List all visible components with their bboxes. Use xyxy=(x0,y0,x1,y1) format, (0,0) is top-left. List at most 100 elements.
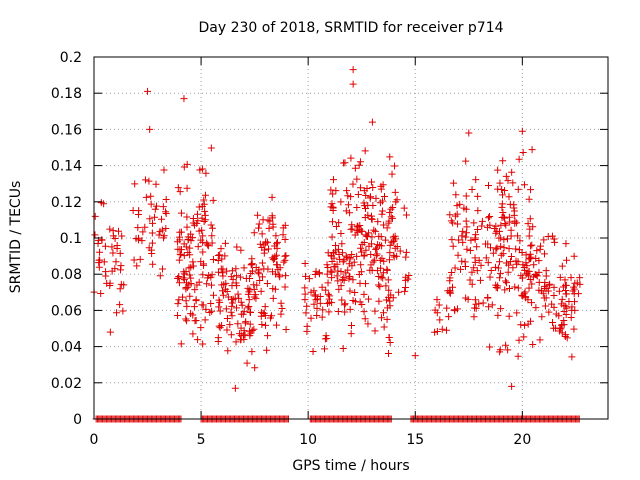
data-point xyxy=(383,266,391,274)
data-point xyxy=(365,242,373,250)
data-point xyxy=(474,226,482,234)
data-point xyxy=(460,204,468,212)
data-point xyxy=(219,272,227,280)
data-point xyxy=(216,307,224,315)
x-tick-label: 0 xyxy=(90,432,99,448)
data-point xyxy=(354,191,362,199)
data-point xyxy=(462,263,470,271)
data-point xyxy=(214,251,222,259)
data-point xyxy=(492,245,500,253)
data-point xyxy=(494,311,502,319)
data-point xyxy=(335,285,343,293)
data-point xyxy=(250,281,258,289)
data-point xyxy=(487,267,495,275)
data-point xyxy=(472,300,480,308)
data-point xyxy=(562,290,570,298)
data-point xyxy=(501,277,509,285)
data-point xyxy=(529,223,537,231)
x-tick-label: 10 xyxy=(299,432,317,448)
data-point xyxy=(250,229,258,237)
data-point xyxy=(244,304,252,312)
y-tick-label: 0.2 xyxy=(60,50,82,66)
data-point xyxy=(255,266,263,274)
data-point xyxy=(364,320,372,328)
data-point xyxy=(377,182,385,190)
data-point xyxy=(361,315,369,323)
data-point xyxy=(320,345,328,353)
data-point xyxy=(101,242,109,250)
data-point xyxy=(486,273,494,281)
data-point xyxy=(383,315,391,323)
data-point xyxy=(220,281,228,289)
data-point xyxy=(497,242,505,250)
data-point xyxy=(350,258,358,266)
data-point xyxy=(351,231,359,239)
x-tick-label: 5 xyxy=(197,432,206,448)
data-point xyxy=(513,260,521,268)
data-point xyxy=(303,302,311,310)
data-point xyxy=(96,256,104,264)
data-point xyxy=(187,280,195,288)
data-point xyxy=(203,280,211,288)
data-point xyxy=(535,286,543,294)
data-point xyxy=(277,299,285,307)
data-point xyxy=(201,207,209,215)
data-point xyxy=(106,282,114,290)
x-tick-label: 15 xyxy=(406,432,424,448)
data-point xyxy=(536,336,544,344)
data-point xyxy=(109,227,117,235)
data-point xyxy=(342,252,350,260)
data-point xyxy=(519,148,527,156)
data-point xyxy=(366,194,374,202)
data-point xyxy=(360,290,368,298)
data-point xyxy=(502,341,510,349)
data-point xyxy=(495,258,503,266)
data-point xyxy=(146,215,154,223)
data-point xyxy=(111,234,119,242)
data-point xyxy=(305,275,313,283)
data-point xyxy=(379,269,387,277)
data-point xyxy=(175,279,183,287)
data-point xyxy=(470,219,478,227)
data-point xyxy=(141,176,149,184)
data-point xyxy=(385,333,393,341)
data-point xyxy=(307,314,315,322)
data-point xyxy=(282,325,290,333)
y-axis-label: SRMTID / TECUs xyxy=(8,181,24,294)
data-point xyxy=(475,256,483,264)
data-point xyxy=(370,226,378,234)
data-point xyxy=(343,187,351,195)
data-point xyxy=(362,191,370,199)
data-point xyxy=(374,241,382,249)
data-point xyxy=(151,205,159,213)
data-point xyxy=(216,298,224,306)
data-point xyxy=(488,301,496,309)
data-point xyxy=(177,228,185,236)
data-point xyxy=(384,276,392,284)
data-point xyxy=(272,232,280,240)
data-point xyxy=(199,301,207,309)
data-point xyxy=(100,258,108,266)
data-point xyxy=(315,269,323,277)
data-point xyxy=(513,219,521,227)
data-point xyxy=(386,241,394,249)
data-point xyxy=(496,179,504,187)
data-point xyxy=(208,239,216,247)
data-point xyxy=(196,166,204,174)
data-point xyxy=(96,248,104,256)
data-point xyxy=(112,258,120,266)
data-point xyxy=(467,236,475,244)
data-point xyxy=(470,313,478,321)
data-point xyxy=(373,250,381,258)
data-point xyxy=(508,168,516,176)
data-point xyxy=(556,273,564,281)
data-point xyxy=(158,265,166,273)
data-point xyxy=(237,298,245,306)
data-point xyxy=(218,255,226,263)
data-point xyxy=(374,218,382,226)
data-point xyxy=(370,256,378,264)
data-point xyxy=(263,346,271,354)
data-point xyxy=(147,246,155,254)
data-point xyxy=(558,262,566,270)
data-point xyxy=(517,272,525,280)
